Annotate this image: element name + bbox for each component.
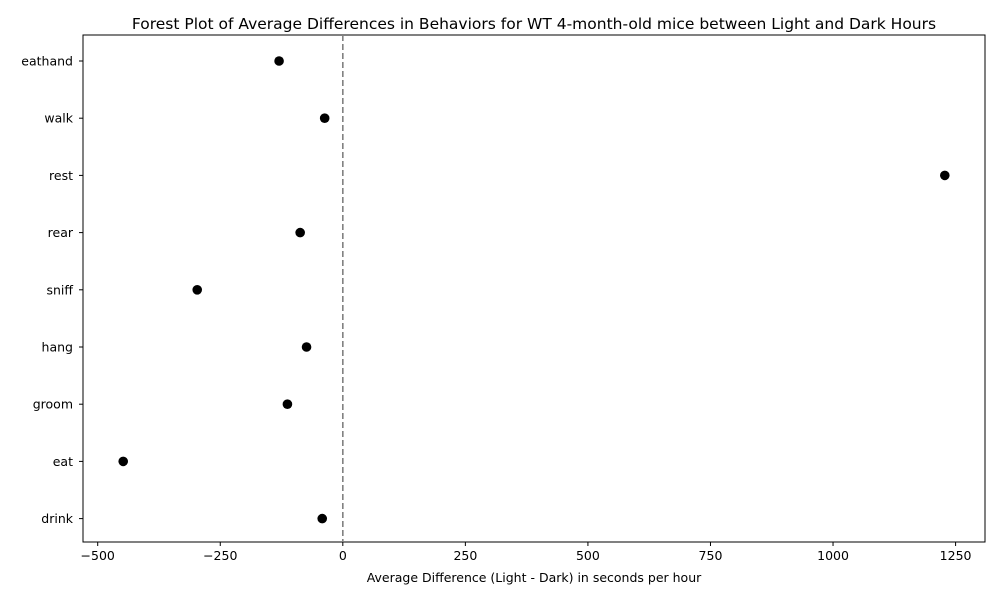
x-tick-label-1: −250 (203, 548, 237, 563)
point-sniff (192, 285, 203, 295)
data-points (118, 56, 950, 524)
point-eathand (274, 56, 284, 66)
plot-frame (82, 34, 986, 543)
point-hang (301, 342, 312, 352)
y-tick-label-eathand: eathand (21, 54, 73, 69)
x-tick-label-7: 1250 (940, 548, 972, 563)
y-tick-label-drink: drink (41, 511, 73, 526)
y-tick-label-rear: rear (48, 225, 74, 240)
point-walk (319, 113, 330, 123)
x-tick-label-2: 0 (339, 548, 347, 563)
y-tick-label-walk: walk (44, 111, 73, 126)
y-tick-label-sniff: sniff (46, 282, 73, 297)
x-tick-label-3: 250 (453, 548, 477, 563)
x-tick-label-5: 750 (699, 548, 723, 563)
x-axis-label: Average Difference (Light - Dark) in sec… (367, 570, 702, 585)
x-axis: −500 −250 0 250 500 750 1000 1250 (81, 542, 972, 563)
y-tick-label-groom: groom (33, 397, 73, 412)
point-rear (295, 227, 305, 238)
point-eat (118, 456, 128, 467)
x-tick-label-6: 1000 (817, 548, 849, 563)
point-drink (317, 513, 328, 524)
x-tick-label-4: 500 (576, 548, 600, 563)
y-axis: eathand walk rest rear sniff hang groom eat drin… (21, 54, 83, 526)
y-tick-label-rest: rest (49, 168, 73, 183)
point-rest (940, 170, 950, 181)
point-groom (282, 399, 293, 410)
chart-title: Forest Plot of Average Differences in Be… (132, 15, 936, 33)
x-tick-label-0: −500 (81, 548, 115, 563)
y-tick-label-eat: eat (53, 454, 73, 469)
y-tick-label-hang: hang (42, 340, 73, 355)
